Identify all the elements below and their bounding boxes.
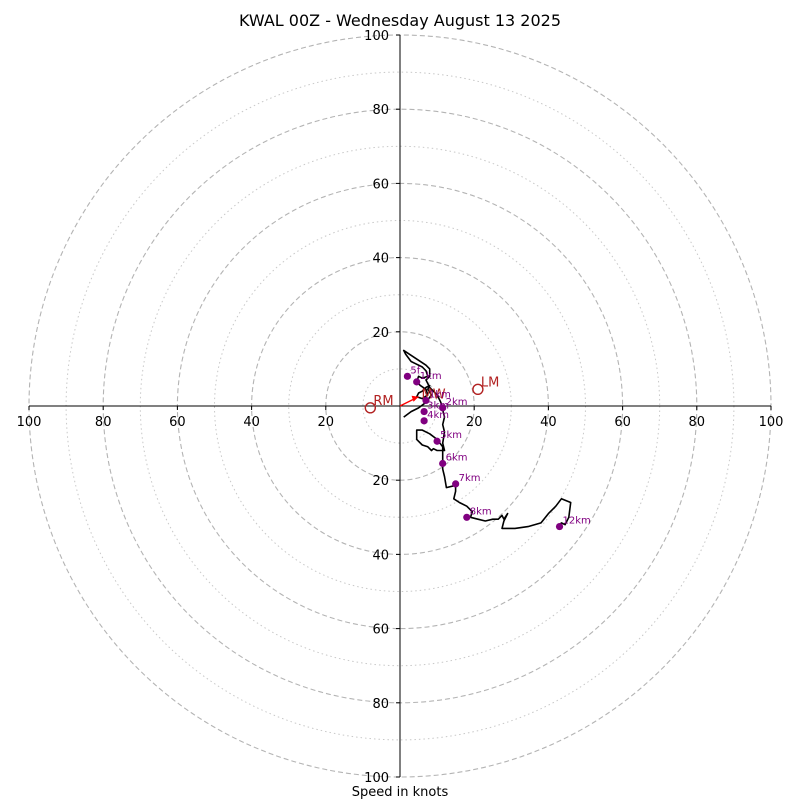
height-marker-label: 6km (446, 453, 468, 464)
height-marker-label: 12km (563, 516, 591, 527)
x-tick-label: 80 (689, 415, 706, 430)
y-tick-label: 60 (372, 623, 389, 638)
height-marker (439, 459, 447, 468)
x-tick-label: 40 (540, 415, 557, 430)
y-tick-label: 80 (372, 697, 389, 712)
y-tick-label: 20 (372, 326, 389, 341)
chart-title: KWAL 00Z - Wednesday August 13 2025 (239, 11, 561, 30)
height-marker-label: 4km (427, 410, 449, 421)
height-marker-label: 5km (440, 430, 462, 441)
x-tick-label: 20 (318, 415, 335, 430)
x-tick-label: 60 (169, 415, 186, 430)
hodograph-trace (402, 349, 572, 530)
right-mover-label: RM (373, 394, 393, 409)
x-tick-label: 100 (17, 415, 42, 430)
height-marker (413, 378, 421, 386)
height-marker (433, 437, 441, 445)
height-marker (403, 372, 412, 380)
x-tick-label: 20 (466, 415, 483, 430)
height-marker (555, 522, 564, 531)
height-marker-label: 3km (427, 401, 449, 412)
y-tick-label: 20 (372, 474, 389, 489)
right-mover-marker (364, 402, 377, 414)
x-tick-label: 60 (614, 415, 631, 430)
height-marker-label: 2km (446, 397, 468, 408)
left-mover-label: LM (481, 375, 499, 390)
x-axis-label: Speed in knots (352, 785, 449, 800)
height-marker (452, 480, 460, 488)
tick-labels: 100 80 60 40 20 20 40 60 80 100 100 80 60 40 20 20 40 60 8… (17, 29, 784, 786)
height-marker (422, 396, 430, 405)
storm-motion-arrowhead (411, 395, 419, 402)
hodograph-line (402, 349, 572, 530)
y-tick-label: 100 (364, 29, 389, 44)
y-tick-label: 60 (372, 177, 389, 192)
y-tick-label: 100 (364, 771, 389, 786)
height-marker (420, 407, 428, 416)
left-mover-marker (472, 383, 484, 396)
height-marker (463, 513, 471, 521)
y-tick-label: 40 (372, 252, 389, 267)
y-tick-label: 80 (372, 103, 389, 118)
height-marker-label: 5f (410, 365, 420, 376)
height-marker-label: 1km (420, 371, 442, 382)
height-marker (439, 404, 447, 412)
y-tick-label: 40 (372, 548, 389, 563)
height-marker (420, 417, 428, 425)
x-tick-label: 100 (759, 415, 784, 430)
x-tick-label: 40 (243, 415, 260, 430)
height-marker-label: 8km (470, 506, 492, 517)
height-marker-label: 7km (459, 473, 481, 484)
x-tick-label: 80 (95, 415, 112, 430)
height-marker-label: 1km (429, 389, 451, 400)
